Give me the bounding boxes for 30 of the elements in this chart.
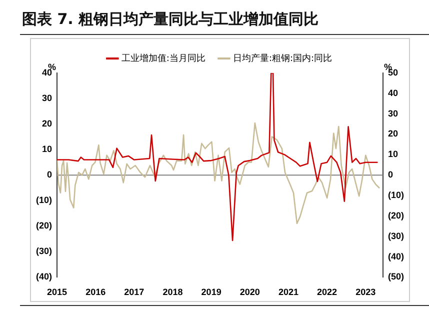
y-tick-label: (40) [36,272,52,282]
x-tick-label: 2016 [86,287,106,298]
y2-tick-label: 20 [388,128,398,139]
y-tick-label: 10 [42,144,52,154]
y-tick-label: (20) [36,220,52,231]
y2-tick-label: (50) [388,272,404,282]
x-tick-label: 2022 [317,287,338,298]
y2-tick-label: (20) [388,210,404,220]
x-tick-label: 2020 [240,287,260,298]
y2-tick-label: 30 [388,108,398,118]
y-tick-label: 30 [42,93,52,104]
chart-title: 图表 7. 粗钢日均产量同比与工业增加值同比 [22,10,319,29]
x-tick-label: 2023 [356,287,376,298]
x-tick-label: 2015 [46,287,68,298]
y-tick-label: 0 [46,170,52,180]
x-tick-label: 2017 [124,287,144,298]
y2-tick-label: (30) [388,230,404,241]
legend-label: 工业增加值:当月同比 [121,52,206,64]
y2-tick-label: 40 [388,88,398,98]
x-tick-label: 2018 [162,287,183,298]
y2-tick-label: (40) [388,251,404,262]
y2-tick-label: (10) [388,190,404,200]
y-tick-label: 20 [42,118,52,129]
y-tick-label: (10) [36,195,52,206]
legend-label: 日均产量:粗钢:国内:同比 [232,52,332,64]
y2-tick-label: 0 [388,170,394,180]
x-tick-label: 2019 [201,287,222,298]
y2-tick-label: 10 [388,149,398,160]
x-tick-label: 2021 [278,287,298,298]
y-tick-label: (30) [36,246,52,256]
